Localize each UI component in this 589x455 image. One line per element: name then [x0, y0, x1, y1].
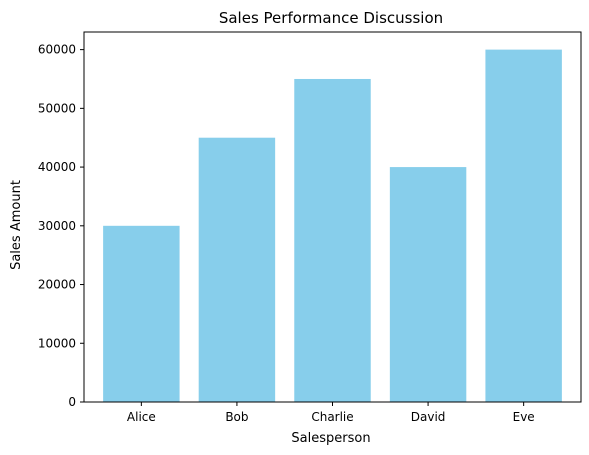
- bars-layer: [103, 49, 562, 403]
- chart-title: Sales Performance Discussion: [219, 9, 443, 27]
- bar-eve: [485, 49, 562, 403]
- bar-alice: [103, 225, 180, 402]
- plot-frame: [83, 31, 582, 403]
- bar-bob: [198, 137, 276, 402]
- x-tick-label: Charlie: [311, 410, 353, 424]
- x-tick-label: Bob: [225, 410, 248, 424]
- y-axis: 0 10000 20000 30000 40000 50000 60000: [38, 43, 84, 409]
- y-tick-label: 60000: [38, 43, 76, 57]
- y-tick-label: 30000: [38, 219, 76, 233]
- x-tick-label: Alice: [127, 410, 156, 424]
- y-tick-label: 0: [68, 395, 76, 409]
- y-tick-label: 20000: [38, 278, 76, 292]
- y-tick-label: 50000: [38, 101, 76, 115]
- y-axis-label: Sales Amount: [9, 180, 24, 270]
- bar-david: [389, 167, 467, 402]
- x-axis: Alice Bob Charlie David Eve: [127, 402, 535, 424]
- y-tick-label: 40000: [38, 160, 76, 174]
- x-tick-label: David: [411, 410, 446, 424]
- bar-charlie: [294, 78, 371, 402]
- x-tick-label: Eve: [513, 410, 535, 424]
- x-axis-label: Salesperson: [291, 431, 370, 446]
- y-tick-label: 10000: [38, 336, 76, 350]
